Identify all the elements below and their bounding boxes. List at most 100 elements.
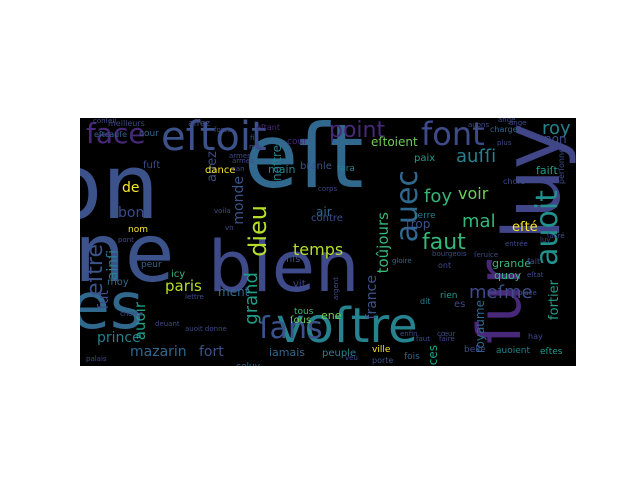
cloud-word: voir xyxy=(458,184,489,203)
cloud-word: corps xyxy=(318,185,338,193)
cloud-word: fuſt xyxy=(143,160,161,171)
cloud-word: auec xyxy=(390,170,425,243)
cloud-word: tous xyxy=(294,307,314,317)
cloud-word: nom xyxy=(128,225,148,235)
cloud-word: icy xyxy=(171,269,186,280)
cloud-word: monde xyxy=(231,176,247,225)
cloud-word: grande xyxy=(492,257,531,270)
cloud-word: quoy xyxy=(494,269,522,282)
cloud-word: voila xyxy=(214,207,231,215)
cloud-word: enfin xyxy=(400,330,418,338)
cloud-word: ſacré xyxy=(547,232,565,240)
cloud-word: eſtes xyxy=(540,347,563,357)
cloud-word: branle xyxy=(300,161,332,172)
cloud-word: roy xyxy=(542,118,571,139)
cloud-word: face xyxy=(86,118,146,150)
cloud-word: celuy xyxy=(236,363,260,367)
cloud-word: bien xyxy=(208,226,360,308)
cloud-word: bon xyxy=(118,205,145,221)
cloud-word: fera xyxy=(337,164,355,174)
cloud-word: mis xyxy=(249,143,262,151)
cloud-word: temps xyxy=(293,240,344,259)
cloud-word: choſe xyxy=(503,177,526,186)
cloud-word: rien xyxy=(440,291,458,301)
cloud-word: ciel xyxy=(548,139,562,148)
cloud-word: plus xyxy=(497,139,512,147)
cloud-word: eſtant xyxy=(256,123,280,132)
cloud-word: entrée xyxy=(505,240,528,248)
cloud-word: fait xyxy=(527,257,541,266)
cloud-word: can xyxy=(232,165,245,173)
cloud-word: ſans xyxy=(259,311,323,346)
cloud-word: auoit donne xyxy=(185,325,227,333)
cloud-word: dit xyxy=(420,297,431,306)
cloud-word: toûjours xyxy=(374,212,392,274)
cloud-word: dance xyxy=(205,165,236,176)
cloud-word: armes xyxy=(232,157,254,165)
cloud-word: eſtre xyxy=(83,244,108,297)
cloud-word: iamais xyxy=(269,346,306,359)
cloud-word: fois xyxy=(404,352,420,362)
cloud-word: faut xyxy=(422,230,466,255)
cloud-word: auoir xyxy=(131,302,149,341)
cloud-word: luy xyxy=(540,236,551,244)
cloud-word: ment xyxy=(218,285,250,299)
cloud-word: dieu xyxy=(244,205,272,257)
cloud-word: ont xyxy=(438,261,452,270)
cloud-word: auſſi xyxy=(456,146,497,167)
cloud-word: ſes xyxy=(80,270,144,344)
cloud-word: force xyxy=(214,126,232,134)
cloud-word: auons xyxy=(468,121,490,129)
cloud-word: pont xyxy=(118,236,134,244)
cloud-word: eſtcauſe xyxy=(94,130,127,139)
cloud-word: terre xyxy=(414,211,436,221)
cloud-word: ange xyxy=(509,119,527,127)
cloud-word: son xyxy=(80,135,159,240)
cloud-word: voſtre xyxy=(276,298,418,354)
cloud-word: princes xyxy=(426,345,440,366)
cloud-word: fils xyxy=(286,254,301,265)
cloud-word: meilleurs xyxy=(108,119,145,128)
cloud-word: mazarin xyxy=(130,344,187,360)
cloud-word: choſes xyxy=(120,310,143,318)
cloud-word: france xyxy=(364,275,380,320)
cloud-word: perſonne xyxy=(557,148,566,185)
cloud-word: eſtat xyxy=(527,271,544,279)
cloud-word: gloire xyxy=(392,257,412,265)
cloud-word: faiſt xyxy=(536,164,558,177)
cloud-word: charge xyxy=(490,125,518,134)
cloud-word: argent xyxy=(332,277,340,300)
cloud-word: vne xyxy=(80,207,175,300)
cloud-word: peuple xyxy=(322,348,357,359)
cloud-word: cœur xyxy=(437,330,456,338)
cloud-word: place xyxy=(518,289,537,297)
cloud-word: eſtoient xyxy=(371,135,418,149)
cloud-word: fin xyxy=(250,134,259,142)
cloud-word: font xyxy=(421,118,485,153)
cloud-word: eſtoit xyxy=(161,118,267,160)
cloud-word: air xyxy=(316,205,332,219)
cloud-word: cour xyxy=(139,129,159,139)
cloud-word: contre xyxy=(311,213,343,224)
cloud-word: fortier xyxy=(547,280,562,320)
cloud-word: moy xyxy=(107,277,129,288)
cloud-word: faire xyxy=(439,335,455,343)
cloud-word: trop xyxy=(406,217,431,231)
word-cloud: soneſtvnebienluyſesvoſtreſureſtoitfacefo… xyxy=(80,118,576,366)
cloud-word: non xyxy=(544,132,567,146)
cloud-word: es xyxy=(454,299,466,310)
cloud-word: ſous xyxy=(290,315,312,326)
cloud-word: paix xyxy=(414,153,436,164)
cloud-word: armes xyxy=(229,152,251,160)
cloud-word: point xyxy=(329,118,386,143)
cloud-word: fort xyxy=(199,344,224,360)
cloud-word: porte xyxy=(372,356,394,365)
cloud-word: belle xyxy=(464,345,486,355)
cloud-word: aſſez xyxy=(188,119,211,129)
cloud-word: ene xyxy=(321,309,342,322)
cloud-word: conſeil xyxy=(93,118,117,125)
cloud-word: ſeruice xyxy=(474,251,499,259)
cloud-word: deuant xyxy=(155,320,180,328)
cloud-word: ainſi xyxy=(105,250,121,281)
cloud-word: bourgeois xyxy=(432,250,467,258)
